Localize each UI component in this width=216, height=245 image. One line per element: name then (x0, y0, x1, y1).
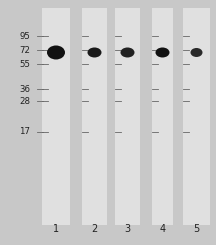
Bar (115, 8, 140, 225)
Text: 3: 3 (124, 224, 130, 234)
Text: 17: 17 (19, 127, 30, 136)
Ellipse shape (47, 46, 65, 60)
Text: 72: 72 (19, 46, 30, 55)
Ellipse shape (191, 48, 203, 57)
Text: 55: 55 (19, 60, 30, 69)
Ellipse shape (121, 48, 135, 58)
Bar (82, 8, 107, 225)
Text: 36: 36 (19, 85, 30, 94)
Text: 95: 95 (19, 32, 30, 41)
Text: 28: 28 (19, 97, 30, 106)
Text: 1: 1 (53, 224, 59, 234)
Ellipse shape (156, 48, 170, 58)
Text: 4: 4 (159, 224, 165, 234)
Bar (183, 8, 210, 225)
Bar (152, 8, 173, 225)
Text: 2: 2 (91, 224, 98, 234)
Bar (42, 8, 70, 225)
Text: 5: 5 (193, 224, 200, 234)
Ellipse shape (87, 48, 102, 58)
